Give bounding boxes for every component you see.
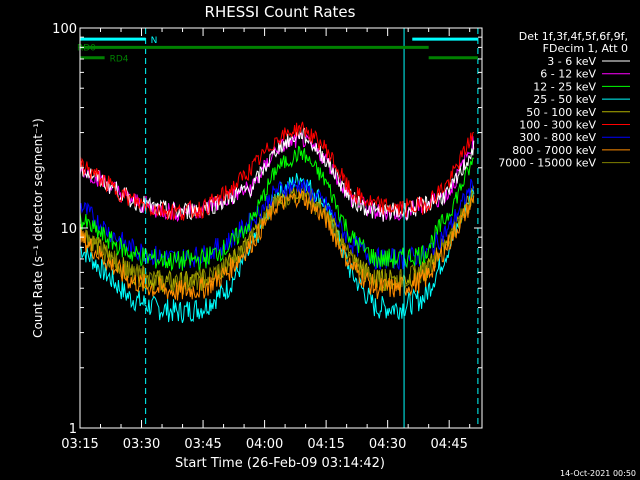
legend-label-8: 800 - 7000 keV [512, 144, 596, 157]
legend-label-7: 300 - 800 keV [519, 131, 596, 144]
legend-label-6: 100 - 300 keV [519, 119, 596, 132]
state-label-rd4: RD4 [110, 55, 129, 65]
legend-label-3: 12 - 25 keV [533, 80, 596, 93]
legend-header-line-2: FDecim 1, Att 0 [543, 42, 628, 55]
x-tick-label-7: 04:45 [430, 437, 467, 452]
y-tick-label-1: 1 [69, 422, 77, 437]
legend-label-2: 6 - 12 keV [540, 68, 596, 81]
x-tick-label-5: 04:15 [307, 437, 344, 452]
y-axis: 1 10 100 [52, 22, 482, 437]
y-axis-label: Count Rate (s⁻¹ detector segment⁻¹) [31, 118, 45, 338]
x-axis: 03:15 03:30 03:45 04:00 04:15 04:30 04:45 [61, 28, 471, 452]
legend-label-9: 7000 - 15000 keV [498, 157, 596, 170]
x-tick-label-3: 03:45 [184, 437, 221, 452]
state-label-n: N [151, 36, 158, 46]
chart-title: RHESSI Count Rates [205, 3, 356, 21]
legend-label-1: 3 - 6 keV [547, 55, 596, 68]
x-tick-label-1: 03:15 [61, 437, 98, 452]
x-tick-label-4: 04:00 [246, 437, 283, 452]
series-line-8 [79, 189, 475, 301]
x-tick-label-2: 03:30 [123, 437, 160, 452]
y-tick-label-2: 10 [60, 222, 77, 237]
x-axis-label: Start Time (26-Feb-09 03:14:42) [175, 456, 385, 471]
series-line-9 [79, 184, 475, 296]
x-tick-label-6: 04:30 [369, 437, 406, 452]
legend-label-4: 25 - 50 keV [533, 93, 596, 106]
legend: Det 1f,3f,4f,5f,6f,9f, FDecim 1, Att 0 3… [498, 30, 630, 170]
footer-date: 14-Oct-2021 00:50 [560, 469, 636, 478]
state-label-rd0: RD0 [77, 43, 96, 53]
legend-label-5: 50 - 100 keV [526, 106, 596, 119]
y-tick-label-3: 100 [52, 22, 77, 37]
legend-header-line-1: Det 1f,3f,4f,5f,6f,9f, [519, 30, 628, 43]
